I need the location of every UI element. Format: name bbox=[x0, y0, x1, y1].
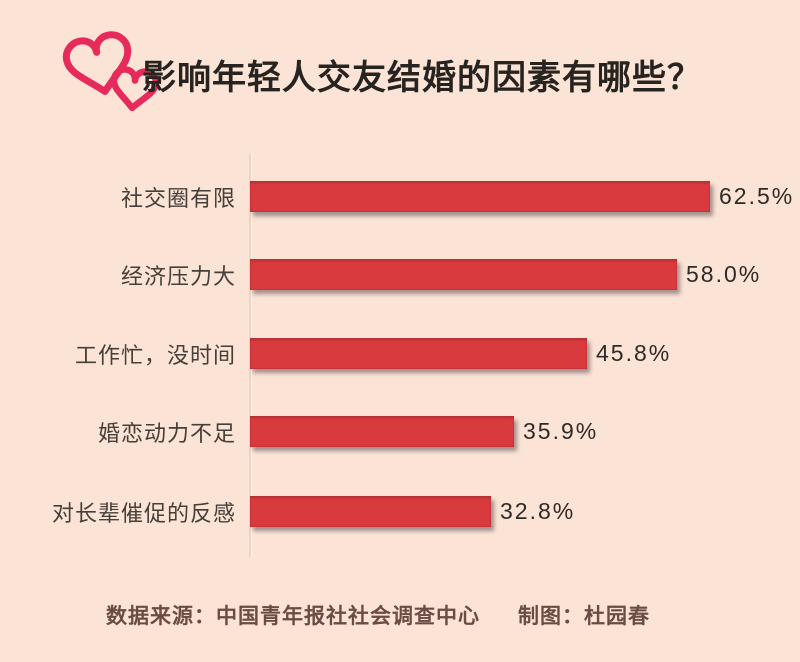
value-label: 32.8% bbox=[500, 498, 576, 524]
footer-credit: 制图：杜园春 bbox=[518, 605, 650, 628]
category-label: 对长辈催促的反感 bbox=[51, 500, 236, 526]
value-label: 58.0% bbox=[686, 261, 762, 287]
small-heart-outline bbox=[110, 66, 160, 112]
bar bbox=[250, 496, 491, 527]
category-label: 经济压力大 bbox=[120, 263, 236, 289]
category-label: 婚恋动力不足 bbox=[97, 420, 236, 446]
bar-row: 工作忙，没时间 45.8% bbox=[40, 338, 671, 369]
bar-row: 经济压力大 58.0% bbox=[40, 259, 761, 290]
footer: 数据来源：中国青年报社社会调查中心 制图：杜园春 bbox=[0, 600, 778, 630]
double-heart-icon bbox=[62, 31, 160, 112]
bar bbox=[250, 338, 587, 369]
category-label: 工作忙，没时间 bbox=[74, 342, 236, 368]
big-heart-outline bbox=[62, 31, 132, 95]
value-label: 62.5% bbox=[719, 183, 795, 209]
bar bbox=[250, 181, 710, 212]
bar bbox=[250, 416, 514, 447]
category-label: 社交圈有限 bbox=[120, 185, 236, 211]
value-label: 35.9% bbox=[523, 418, 599, 444]
bar-row: 对长辈催促的反感 32.8% bbox=[40, 496, 575, 527]
chart-title: 影响年轻人交友结婚的因素有哪些？ bbox=[142, 59, 702, 97]
footer-source: 数据来源：中国青年报社社会调查中心 bbox=[106, 605, 480, 628]
value-label: 45.8% bbox=[596, 340, 672, 366]
bar bbox=[250, 259, 677, 290]
bar-row: 社交圈有限 62.5% bbox=[40, 181, 794, 212]
bar-row: 婚恋动力不足 35.9% bbox=[40, 416, 598, 447]
